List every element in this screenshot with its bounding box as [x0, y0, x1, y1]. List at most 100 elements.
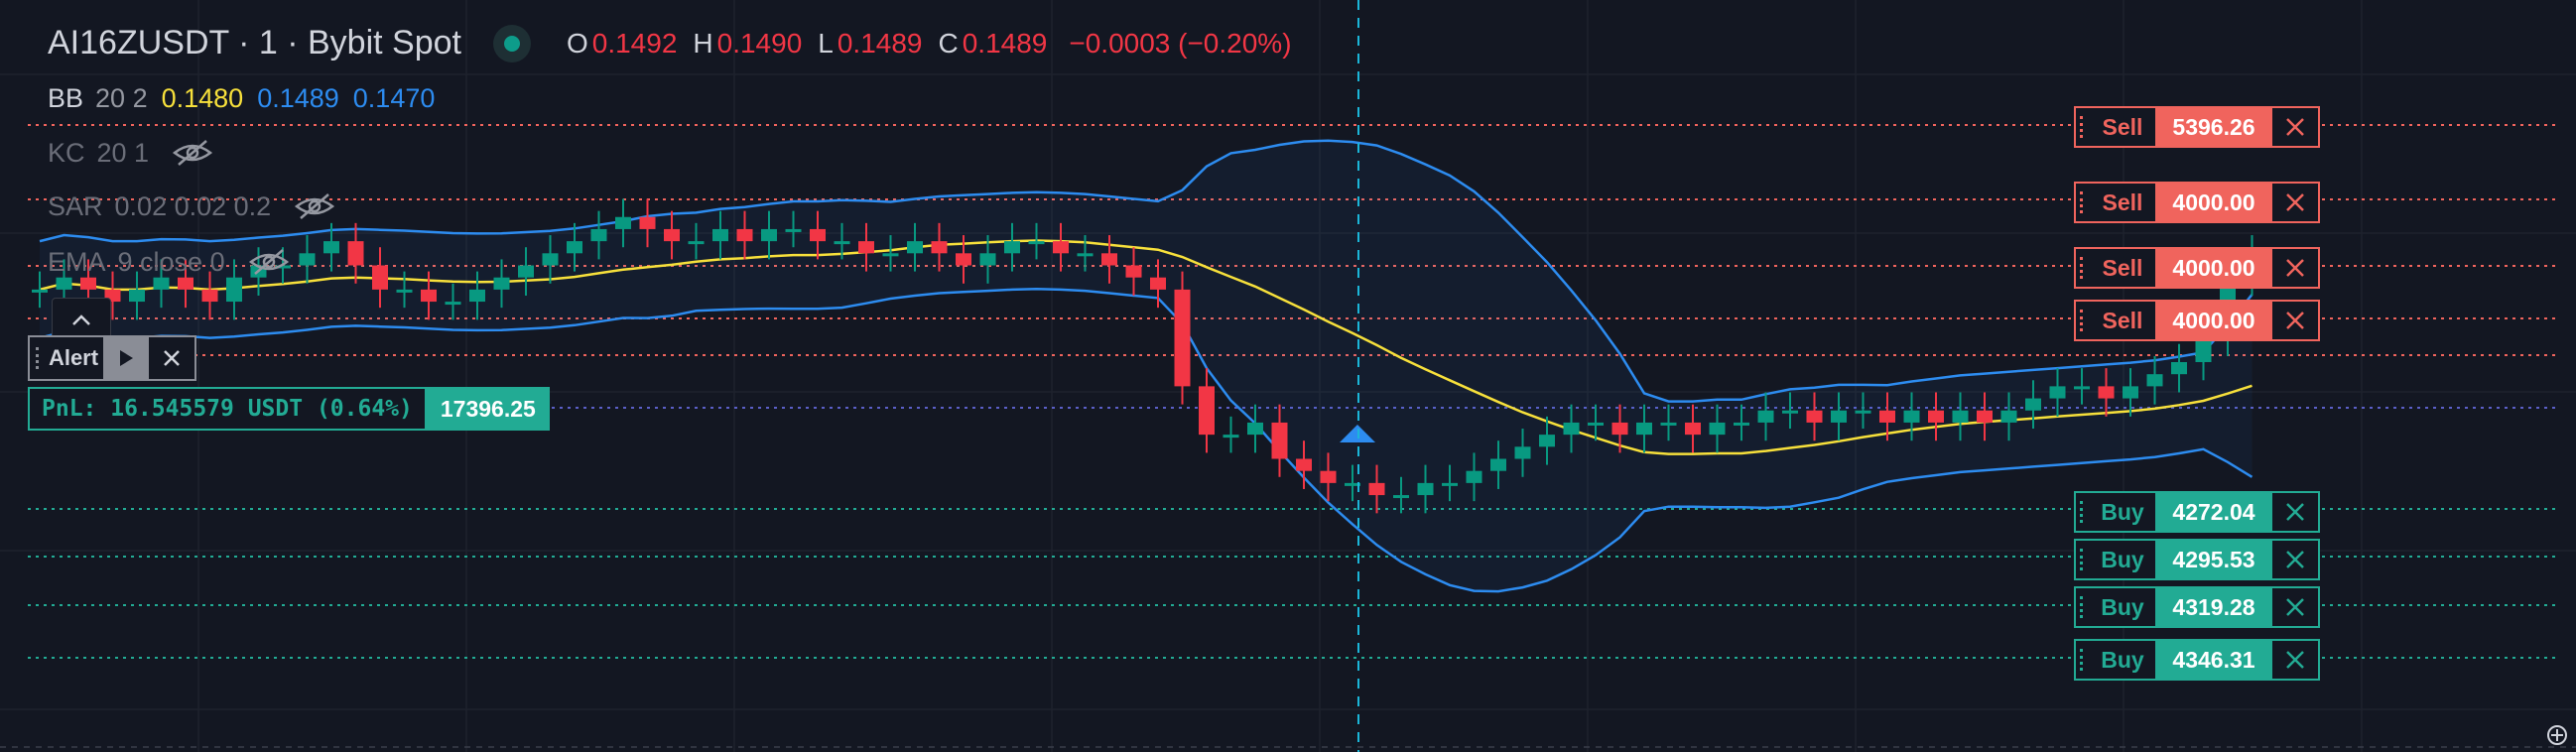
cancel-order-button[interactable]	[2272, 588, 2318, 626]
candle	[1125, 265, 1142, 278]
buy-order-1[interactable]: Buy 4272.04	[2074, 491, 2320, 533]
sell-order-1[interactable]: Sell 5396.26	[2074, 106, 2320, 148]
hidden-eye-icon[interactable]	[247, 246, 291, 278]
bollinger-bands	[39, 139, 2254, 593]
market-status-icon[interactable]	[492, 24, 531, 63]
buy-order-3[interactable]: Buy 4319.28	[2074, 586, 2320, 628]
order-qty: 5396.26	[2155, 108, 2272, 146]
candle	[858, 241, 874, 254]
ema-name: EMA	[48, 246, 106, 277]
candle	[615, 216, 631, 229]
candle	[736, 228, 753, 242]
position-pnl[interactable]: PnL: 16.545579 USDT (0.64%) 17396.25	[28, 387, 550, 431]
candle	[979, 253, 996, 266]
candle	[1514, 446, 1531, 459]
ohlc-values: O 0.1492 H 0.1490 L 0.1489 C 0.1489 −0.0003 …	[567, 28, 1292, 60]
candle	[1417, 482, 1434, 496]
cancel-order-button[interactable]	[2272, 302, 2318, 339]
order-qty: 4295.53	[2155, 541, 2272, 578]
drag-handle-icon[interactable]	[2076, 641, 2090, 679]
sell-order-4[interactable]: Sell 4000.00	[2074, 300, 2320, 341]
alert-close-button[interactable]	[149, 337, 194, 379]
hidden-eye-icon[interactable]	[293, 190, 336, 222]
candle	[396, 289, 413, 293]
candle	[1223, 435, 1239, 439]
cancel-order-button[interactable]	[2272, 249, 2318, 287]
order-lines	[0, 124, 2576, 748]
candle	[1442, 482, 1458, 486]
drag-handle-icon[interactable]	[2076, 493, 2090, 531]
candle	[907, 241, 923, 254]
candle	[1611, 422, 1628, 436]
candle	[1150, 277, 1166, 290]
sell-order-2[interactable]: Sell 4000.00	[2074, 182, 2320, 223]
drag-handle-icon[interactable]	[2076, 302, 2090, 339]
chart-settings-button[interactable]	[2538, 718, 2576, 752]
candle	[129, 289, 145, 303]
sar-params: 0.02 0.02 0.2	[114, 190, 272, 221]
close-icon	[2286, 551, 2304, 568]
open-value: 0.1492	[591, 27, 678, 59]
indicator-bb[interactable]: BB 20 2 0.1480 0.1489 0.1470	[48, 83, 449, 114]
candle	[347, 241, 364, 266]
drag-handle-icon[interactable]	[30, 337, 44, 379]
indicator-kc[interactable]: KC 20 1	[48, 137, 214, 169]
cancel-order-button[interactable]	[2272, 108, 2318, 146]
candle	[1271, 422, 1288, 459]
close-icon	[164, 350, 180, 366]
candle	[590, 228, 607, 242]
cancel-order-button[interactable]	[2272, 493, 2318, 531]
candle	[201, 289, 218, 303]
candle	[2074, 386, 2090, 390]
drag-handle-icon[interactable]	[2076, 249, 2090, 287]
candle	[469, 289, 485, 303]
candle	[688, 241, 705, 245]
alert-widget[interactable]: Alert	[28, 335, 196, 381]
candles	[32, 198, 2260, 514]
candle	[785, 228, 802, 232]
candle	[810, 228, 826, 242]
sell-order-3[interactable]: Sell 4000.00	[2074, 247, 2320, 289]
bb-params: 20 2	[95, 83, 148, 113]
low-value: 0.1489	[837, 27, 923, 59]
cancel-order-button[interactable]	[2272, 541, 2318, 578]
candle	[664, 228, 680, 242]
candle	[1490, 458, 1506, 471]
drag-handle-icon[interactable]	[2076, 541, 2090, 578]
candle	[2195, 337, 2212, 362]
indicator-sar[interactable]: SAR 0.02 0.02 0.2	[48, 190, 336, 222]
buy-order-4[interactable]: Buy 4346.31	[2074, 639, 2320, 681]
close-icon	[2286, 598, 2304, 616]
symbol-legend: AI16ZUSDT · 1 · Bybit Spot O 0.1492 H 0.14…	[48, 24, 1292, 63]
candle	[1977, 410, 1993, 423]
candle	[1368, 482, 1385, 496]
candle	[1466, 470, 1482, 483]
play-button[interactable]	[103, 337, 149, 379]
cancel-order-button[interactable]	[2272, 641, 2318, 679]
candle	[956, 253, 971, 266]
hidden-eye-icon[interactable]	[171, 137, 214, 169]
order-qty: 4272.04	[2155, 493, 2272, 531]
candle	[1660, 422, 1677, 426]
open-label: O	[566, 27, 588, 59]
candle	[1199, 386, 1215, 436]
candle	[178, 277, 193, 290]
order-side: Sell	[2102, 254, 2143, 281]
order-side: Buy	[2101, 646, 2144, 673]
candle	[1757, 410, 1774, 423]
bb-upper-value: 0.1489	[257, 83, 339, 113]
indicator-ema[interactable]: EMA 9 close 0	[48, 246, 291, 278]
drag-handle-icon[interactable]	[2076, 184, 2090, 221]
ema-params: 9 close 0	[117, 246, 225, 277]
drag-handle-icon[interactable]	[2076, 588, 2090, 626]
high-value: 0.1490	[716, 27, 803, 59]
buy-order-2[interactable]: Buy 4295.53	[2074, 539, 2320, 580]
order-qty: 4000.00	[2155, 184, 2272, 221]
cancel-order-button[interactable]	[2272, 184, 2318, 221]
candle	[1879, 410, 1895, 423]
candle	[56, 277, 72, 290]
drag-handle-icon[interactable]	[2076, 108, 2090, 146]
candle	[445, 302, 461, 306]
candle	[1855, 410, 1871, 414]
